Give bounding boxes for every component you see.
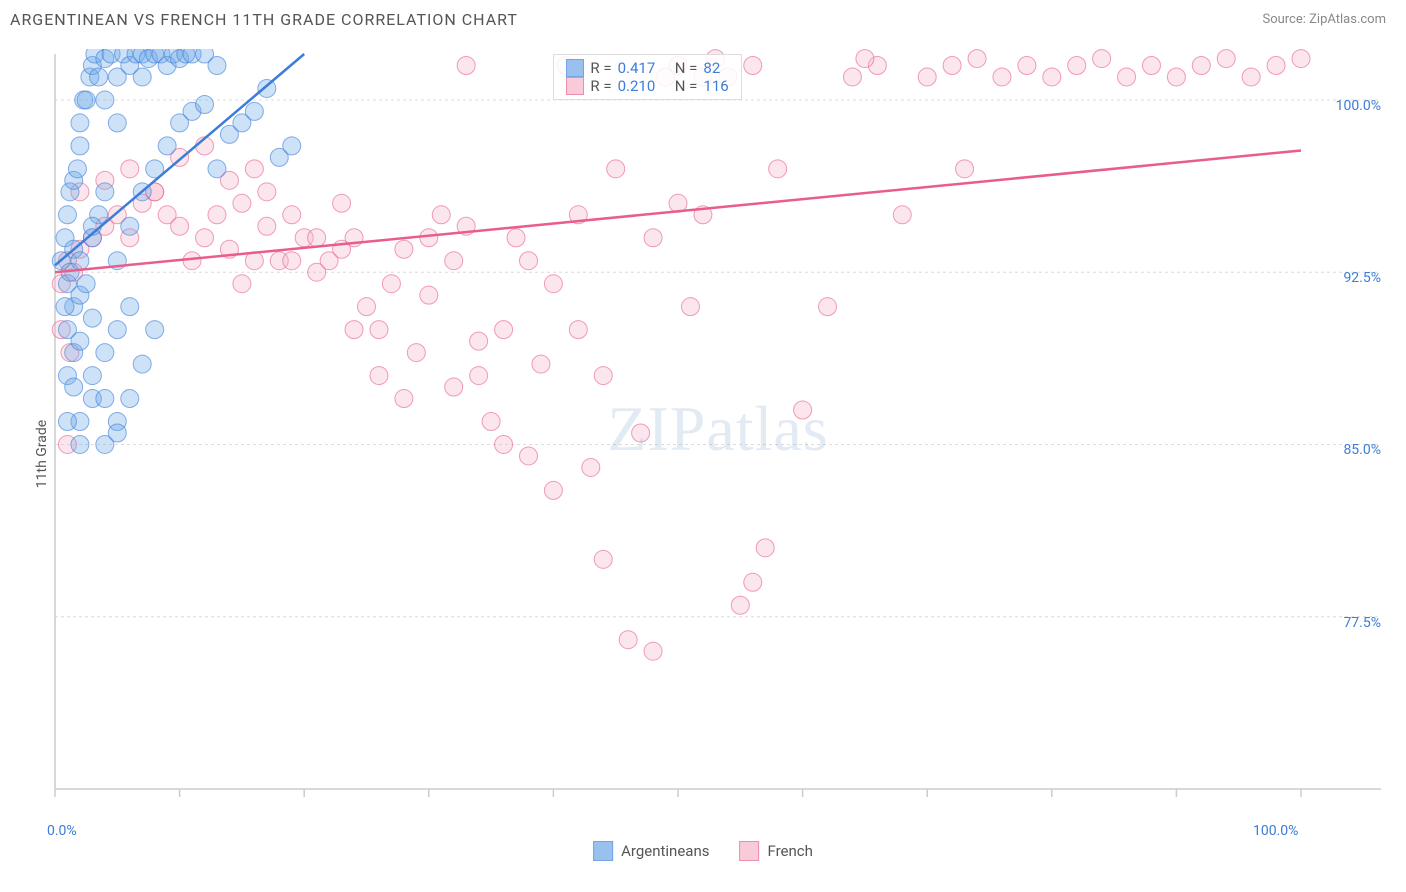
source-link[interactable]: ZipAtlas.com [1309, 12, 1386, 27]
legend-label: Argentineans [621, 842, 709, 860]
y-tick-label: 100.0% [1336, 98, 1381, 114]
x-tick-label: 0.0% [47, 823, 77, 839]
scatter-chart: ZIPatlas R = 0.417 N = 82 R = 0.210 N = … [50, 49, 1386, 809]
legend-item: Argentineans [593, 841, 709, 861]
y-tick-label: 92.5% [1343, 270, 1381, 286]
legend-swatch [566, 77, 584, 95]
legend-swatch [593, 841, 613, 861]
bottom-legend: Argentineans French [593, 841, 813, 861]
stats-row: R = 0.417 N = 82 [566, 59, 728, 77]
stats-row: R = 0.210 N = 116 [566, 77, 728, 95]
y-axis-label: 11th Grade [34, 420, 50, 488]
legend-item: French [739, 841, 812, 861]
source-label: Source: ZipAtlas.com [1262, 12, 1386, 27]
y-tick-label: 77.5% [1343, 615, 1381, 631]
x-tick-label: 100.0% [1253, 823, 1298, 839]
chart-title: ARGENTINEAN VS FRENCH 11TH GRADE CORRELA… [10, 10, 518, 29]
legend-swatch [739, 841, 759, 861]
legend-label: French [767, 842, 812, 860]
legend-swatch [566, 59, 584, 77]
y-tick-label: 85.0% [1343, 442, 1381, 458]
stats-legend: R = 0.417 N = 82 R = 0.210 N = 116 [553, 54, 741, 100]
